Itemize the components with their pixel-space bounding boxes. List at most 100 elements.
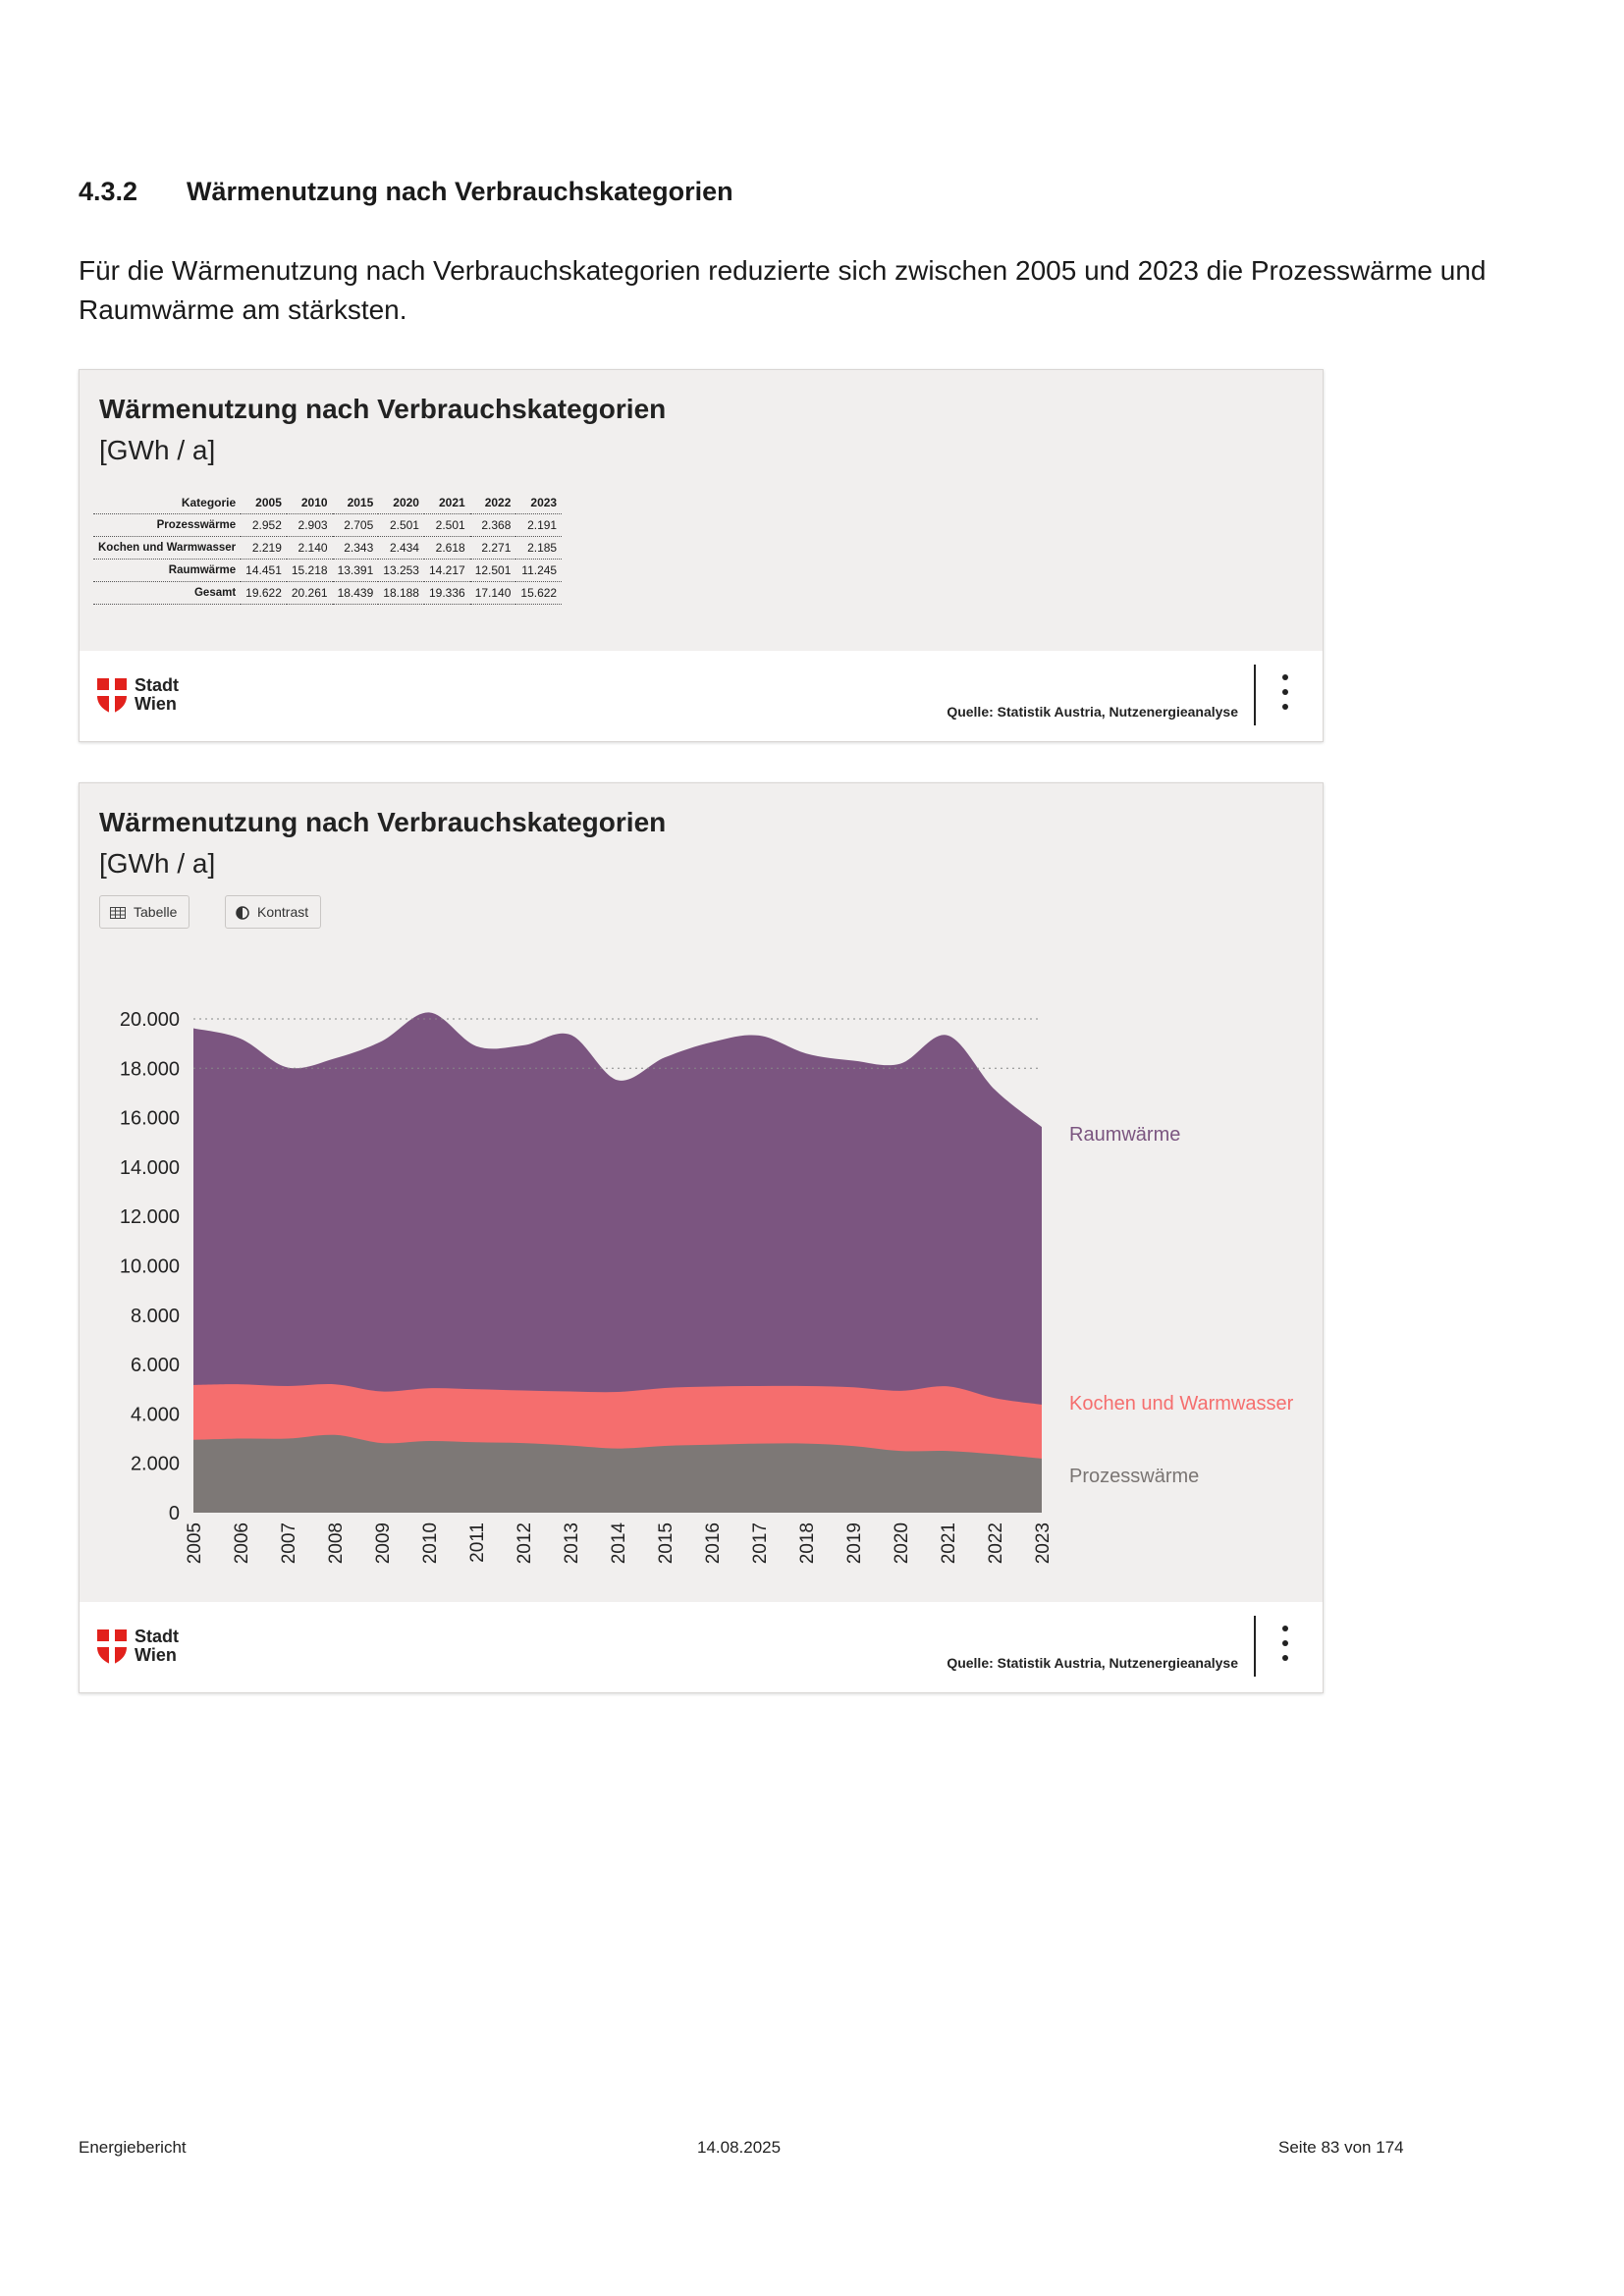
table-cell: 15.622: [515, 581, 563, 605]
table-cell: 14.451: [241, 559, 287, 582]
column-header: 2010: [286, 492, 333, 514]
footer-divider: [1254, 665, 1256, 725]
table-cell: 17.140: [469, 581, 516, 605]
source-note: Quelle: Statistik Austria, Nutzenergiean…: [947, 704, 1238, 720]
table-cell: 2.618: [423, 536, 470, 560]
x-tick-label: 2011: [467, 1522, 488, 1563]
y-tick-label: 12.000: [120, 1206, 180, 1228]
table-cell: 2.185: [515, 536, 563, 560]
stadt-wien-logo[interactable]: Stadt Wien: [97, 676, 188, 720]
column-header: 2022: [469, 492, 516, 514]
x-tick-label: 2019: [844, 1522, 865, 1564]
table-cell: 11.245: [515, 559, 563, 582]
card-footer: Stadt Wien Quelle: Statistik Austria, Nu…: [80, 1602, 1323, 1692]
table-cell: 20.261: [286, 581, 333, 605]
x-tick-label: 2014: [609, 1522, 629, 1565]
x-tick-label: 2023: [1033, 1522, 1054, 1564]
area-chart: 0 2.000 4.000 6.000 8.000 10.000 12.000 14.000 1…: [120, 1009, 1294, 1565]
y-tick-label: 16.000: [120, 1108, 180, 1130]
x-tick-label: 2006: [232, 1522, 252, 1564]
y-tick-label: 10.000: [120, 1256, 180, 1278]
table-cell: 2.501: [423, 513, 470, 537]
row-label: Raumwärme: [93, 559, 242, 582]
y-tick-label: 14.000: [120, 1157, 180, 1179]
x-tick-label: 2020: [892, 1522, 912, 1564]
table-cell: 2.705: [332, 513, 379, 537]
y-tick-label: 18.000: [120, 1058, 180, 1080]
table-cell: 2.191: [515, 513, 563, 537]
x-tick-label: 2017: [750, 1522, 771, 1564]
x-tick-label: 2005: [185, 1522, 205, 1564]
table-cell: 2.271: [469, 536, 516, 560]
column-header: 2023: [515, 492, 563, 514]
x-tick-label: 2007: [279, 1522, 299, 1564]
table-cell: 19.336: [423, 581, 470, 605]
table-row: Raumwärme 14.451 15.218 13.391 13.253 14.217 1…: [93, 559, 563, 582]
data-table: Kategorie 2005 2010 2015 2020 2021 2022 2023 Pr…: [93, 492, 563, 605]
table-cell: 19.622: [241, 581, 287, 605]
column-header: 2020: [378, 492, 424, 514]
x-tick-label: 2008: [326, 1522, 347, 1564]
table-cell: 18.439: [332, 581, 379, 605]
row-label: Gesamt: [93, 581, 242, 605]
card-title: Wärmenutzung nach Verbrauchskategorien: [99, 394, 667, 424]
source-note: Quelle: Statistik Austria, Nutzenergiean…: [947, 1655, 1238, 1671]
footer-page-number: Seite 83 von 174: [1278, 2138, 1404, 2157]
chart-card: Wärmenutzung nach Verbrauchskategorien […: [79, 782, 1324, 1693]
card-unit: [GWh / a]: [99, 435, 216, 465]
table-row: Prozesswärme 2.952 2.903 2.705 2.501 2.501 2.3…: [93, 513, 563, 537]
table-row: Kochen und Warmwasser 2.219 2.140 2.343 2.43…: [93, 536, 563, 560]
contrast-icon: [236, 906, 249, 921]
table-cell: 2.219: [241, 536, 287, 560]
section-number: 4.3.2: [79, 177, 138, 206]
x-tick-label: 2010: [420, 1522, 441, 1564]
footer-divider: [1254, 1616, 1256, 1677]
x-tick-label: 2016: [703, 1522, 724, 1564]
table-cell: 2.343: [332, 536, 379, 560]
y-tick-label: 8.000: [131, 1306, 180, 1327]
x-tick-label: 2009: [373, 1522, 394, 1564]
x-tick-label: 2013: [562, 1522, 582, 1564]
vienna-shield-icon: [97, 1629, 127, 1665]
table-toggle-button[interactable]: Tabelle: [99, 895, 190, 929]
table-cell: 13.253: [378, 559, 424, 582]
table-cell: 2.140: [286, 536, 333, 560]
table-header-row: Kategorie 2005 2010 2015 2020 2021 2022 2023: [93, 492, 563, 514]
stadt-wien-logo[interactable]: Stadt Wien: [97, 1628, 188, 1671]
table-cell: 15.218: [286, 559, 333, 582]
footer-left: Energiebericht: [79, 2138, 187, 2157]
series-label: Kochen und Warmwasser: [1069, 1393, 1294, 1415]
logo-text: Stadt Wien: [135, 1627, 179, 1665]
more-options-icon[interactable]: [1281, 1626, 1289, 1667]
card-footer: Stadt Wien Quelle: Statistik Austria, Nu…: [80, 651, 1323, 741]
table-cell: 14.217: [423, 559, 470, 582]
table-row: Gesamt 19.622 20.261 18.439 18.188 19.336 17.1…: [93, 581, 563, 605]
table-cell: 12.501: [469, 559, 516, 582]
intro-paragraph: Für die Wärmenutzung nach Verbrauchskate…: [79, 255, 1487, 325]
series-label: Prozesswärme: [1069, 1466, 1199, 1487]
column-header: 2021: [423, 492, 470, 514]
table-cell: 2.501: [378, 513, 424, 537]
area-series-prozesswärme: [193, 1434, 1042, 1513]
vienna-shield-icon: [97, 678, 127, 714]
column-header: 2005: [241, 492, 287, 514]
table-body: Prozesswärme 2.952 2.903 2.705 2.501 2.501 2.3…: [93, 513, 563, 605]
series-label: Raumwärme: [1069, 1124, 1180, 1146]
x-tick-label: 2018: [797, 1522, 818, 1564]
table-cell: 2.368: [469, 513, 516, 537]
table-cell: 2.903: [286, 513, 333, 537]
contrast-toggle-button[interactable]: Kontrast: [225, 895, 322, 929]
y-tick-label: 2.000: [131, 1454, 180, 1475]
x-tick-label: 2022: [986, 1522, 1006, 1564]
card-title: Wärmenutzung nach Verbrauchskategorien: [99, 807, 667, 837]
y-tick-label: 4.000: [131, 1404, 180, 1425]
row-label: Kochen und Warmwasser: [93, 536, 242, 560]
table-cell: 18.188: [378, 581, 424, 605]
section-title: Wärmenutzung nach Verbrauchskategorien: [187, 177, 733, 206]
x-tick-label: 2015: [656, 1522, 677, 1564]
table-cell: 2.434: [378, 536, 424, 560]
x-tick-label: 2021: [939, 1522, 959, 1564]
table-cell: 2.952: [241, 513, 287, 537]
y-tick-label: 0: [169, 1503, 180, 1524]
more-options-icon[interactable]: [1281, 674, 1289, 716]
